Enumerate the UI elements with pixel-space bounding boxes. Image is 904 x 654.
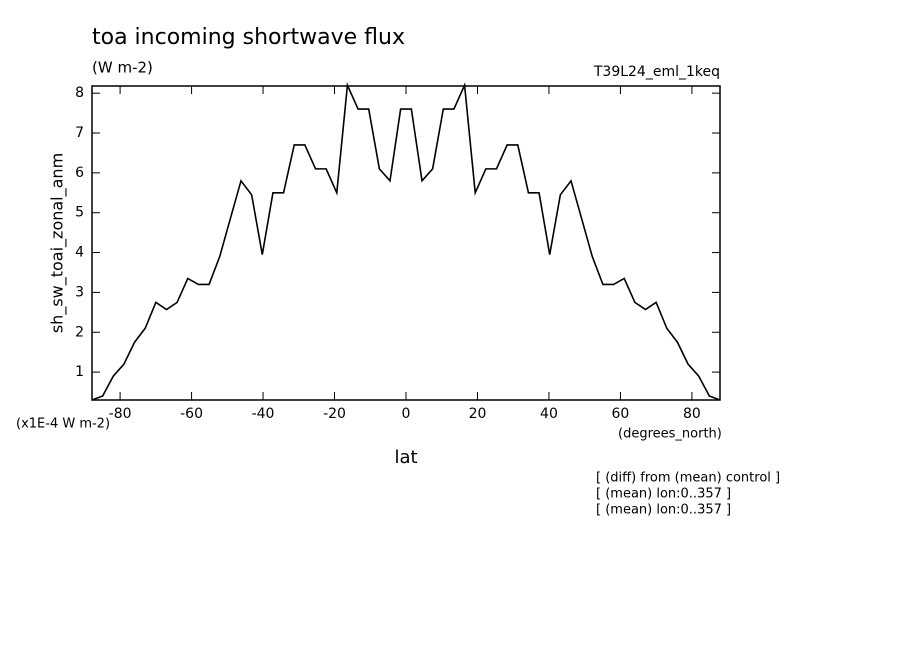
y-tick-label: 5 [75,205,84,221]
x-tick-label: 80 [683,406,701,422]
chart-title: toa incoming shortwave flux [92,25,405,50]
x-tick-label: 0 [402,406,411,422]
y-tick-label: 7 [75,125,84,141]
y-tick-label: 3 [75,284,84,300]
y-tick-label: 1 [75,364,84,380]
run-label: T39L24_eml_1keq [593,64,720,80]
x-tick-label: -40 [252,406,275,422]
y-tick-label: 6 [75,165,84,181]
x-tick-label: -20 [323,406,346,422]
note: [ (mean) lon:0..357 ] [596,487,731,502]
x-tick-label: -60 [180,406,203,422]
x-tick-label: 40 [540,406,558,422]
y-axis-label: sh_sw_toai_zonal_anm [48,153,68,333]
note: [ (mean) lon:0..357 ] [596,503,731,518]
x-units: (degrees_north) [618,427,722,442]
units: (W m-2) [92,59,153,77]
data-line [91,82,721,401]
y-tick-label: 8 [75,85,84,101]
scale-label: (x1E-4 W m-2) [16,417,110,432]
y-tick-label: 4 [75,245,84,261]
x-tick-label: -80 [109,406,132,422]
plot-frame [91,85,721,401]
x-axis-label: lat [394,447,417,468]
x-tick-label: 60 [612,406,630,422]
note: [ (diff) from (mean) control ] [596,471,780,486]
x-tick-label: 20 [469,406,487,422]
y-tick-label: 2 [75,324,84,340]
